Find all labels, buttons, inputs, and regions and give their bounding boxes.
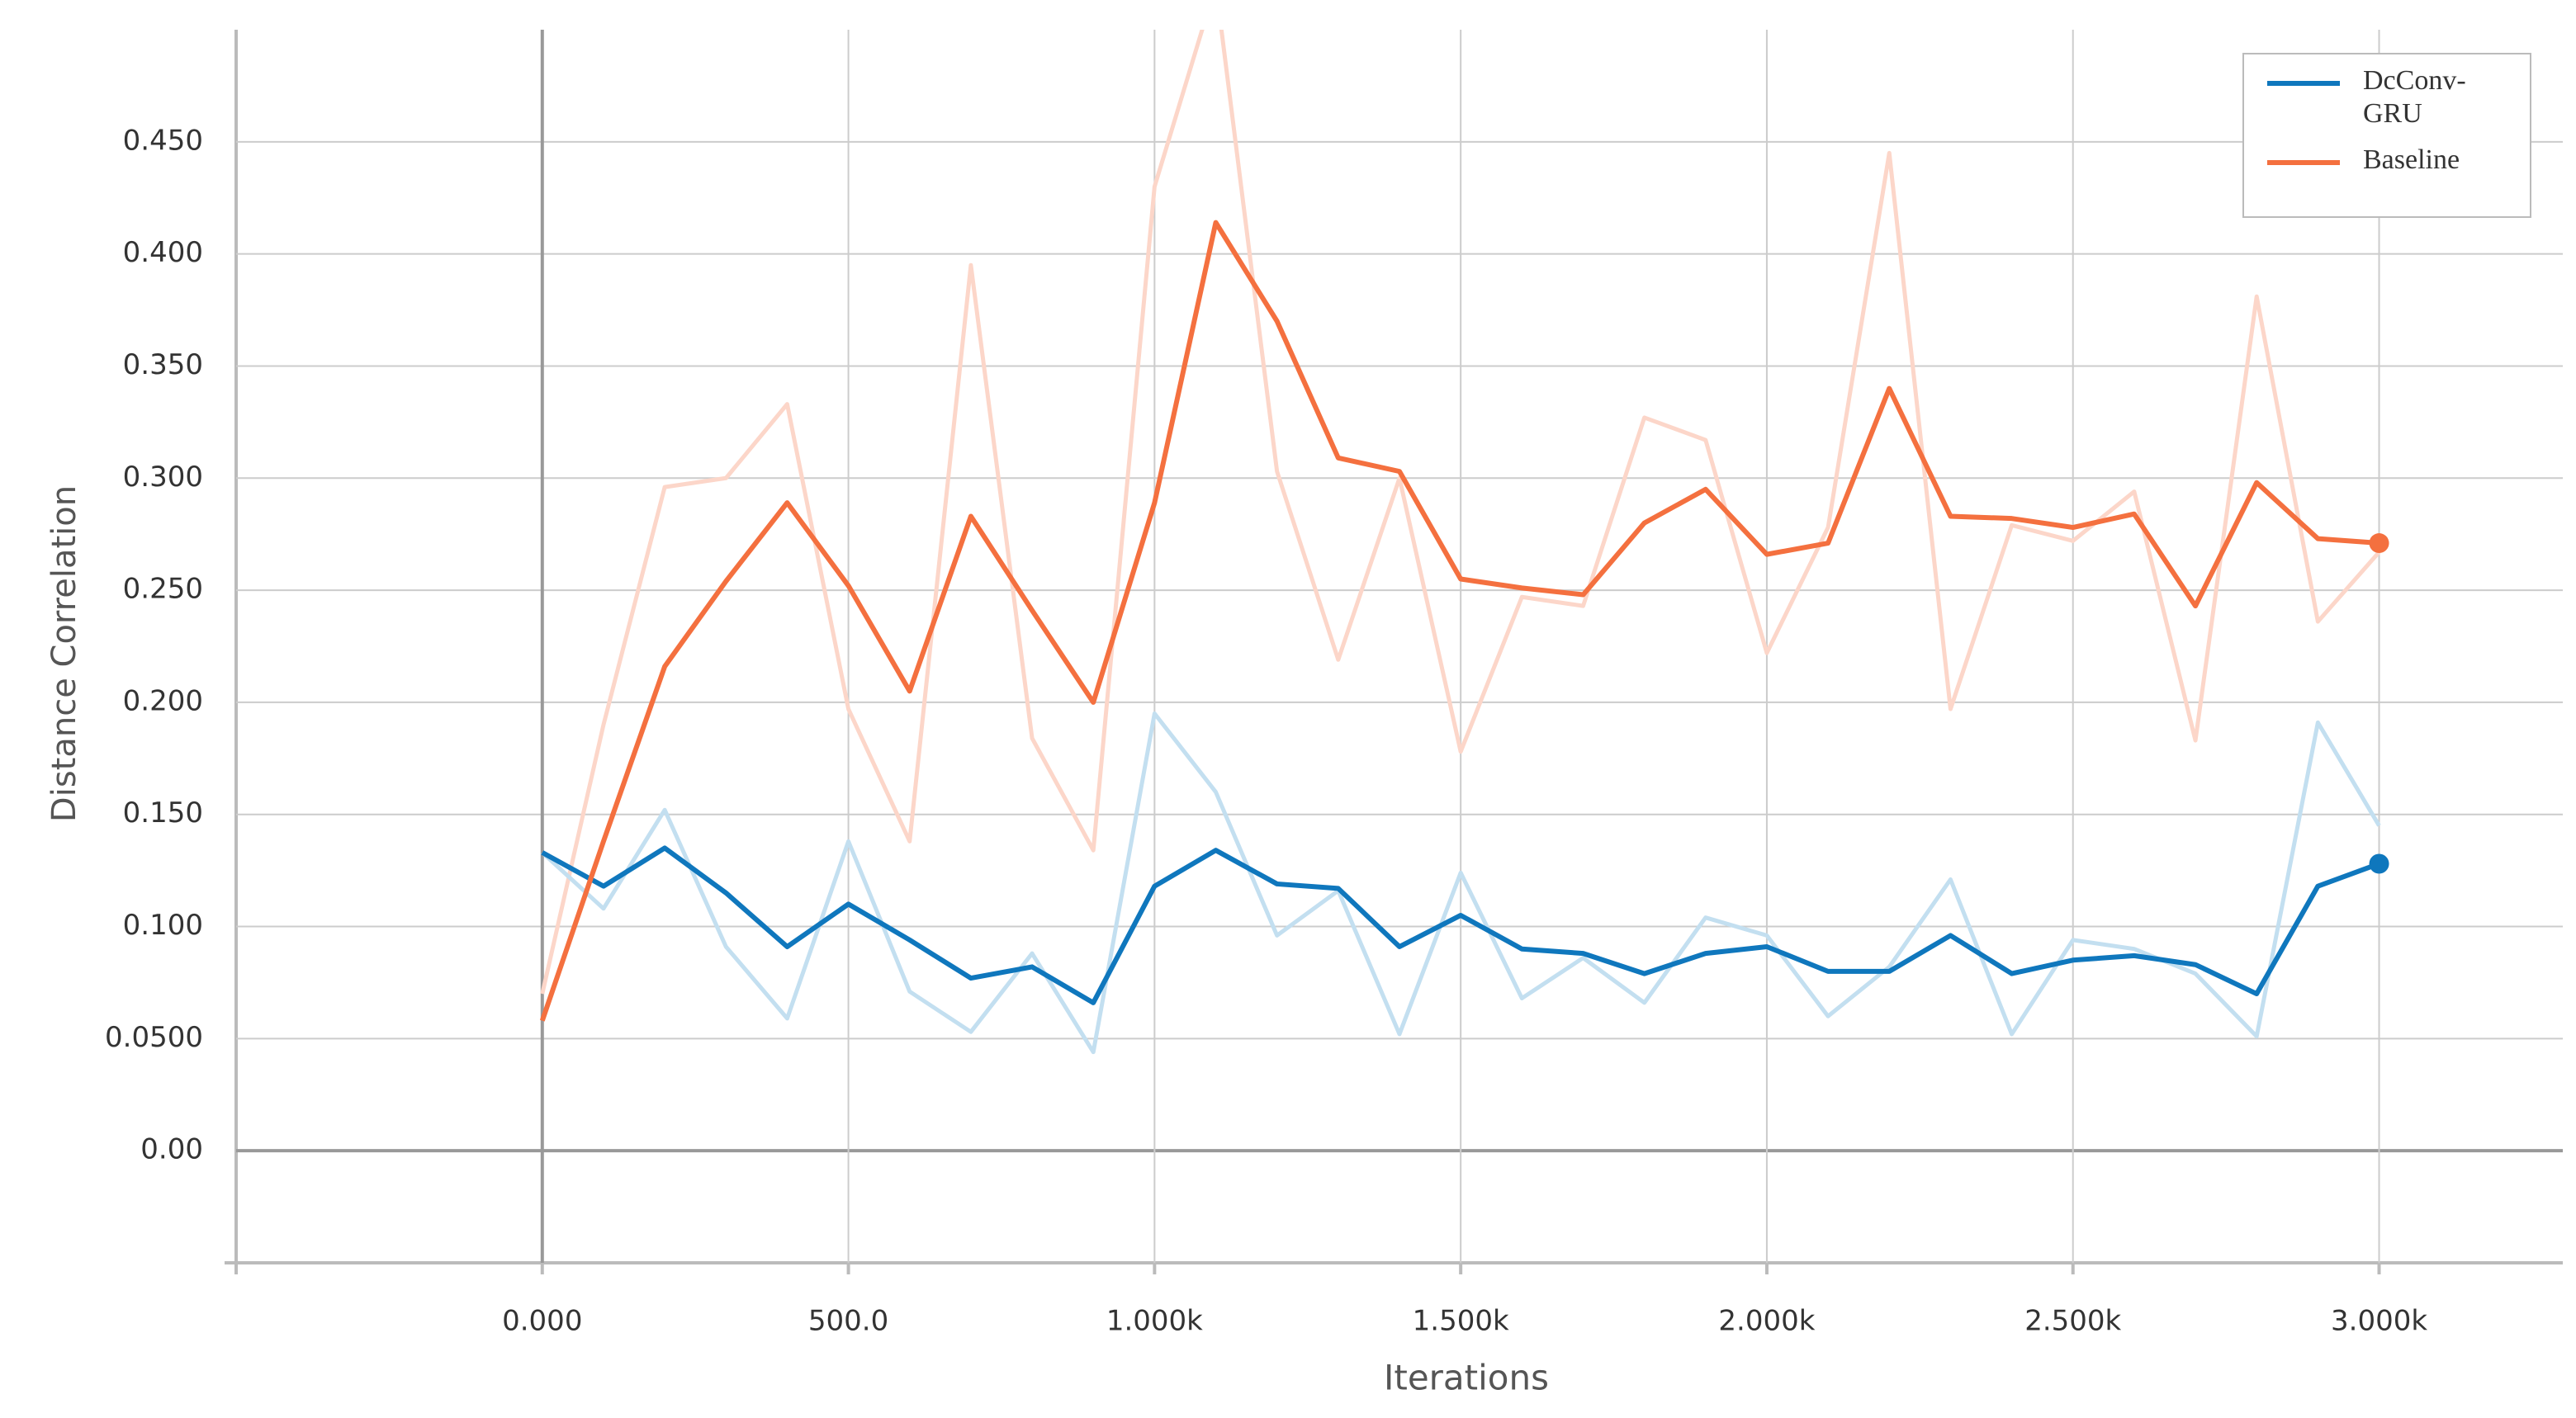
y-tick-label: 0.150 [123, 796, 203, 830]
y-tick-label: 0.300 [123, 461, 203, 494]
plot-area [539, 30, 2389, 1055]
x-tick-label: 3.000k [2331, 1305, 2427, 1338]
y-tick-label: 0.200 [123, 684, 203, 717]
x-axis-label: Iterations [1384, 1358, 1549, 1398]
legend-entry: Baseline [2254, 144, 2520, 177]
y-tick-label: 0.350 [123, 348, 203, 381]
legend-swatch [2267, 81, 2340, 86]
legend-entry: DcConv-GRU [2254, 64, 2520, 130]
end-marker [2369, 533, 2389, 554]
y-tick-label: 0.250 [123, 573, 203, 606]
y-tick-label: 0.00 [140, 1133, 203, 1166]
y-tick-label: 0.450 [123, 124, 203, 157]
x-tick-label: 0.000 [502, 1305, 582, 1338]
legend-swatch [2267, 160, 2340, 165]
end-marker [2369, 853, 2389, 874]
series-line [541, 845, 2380, 1005]
x-tick-label: 1.000k [1106, 1305, 1203, 1338]
x-tick-label: 2.500k [2024, 1305, 2121, 1338]
raw-series-line [540, 30, 2381, 995]
legend-label: DcConv-GRU [2363, 64, 2466, 129]
x-tick-label: 2.000k [1718, 1305, 1815, 1338]
x-tick-label: 500.0 [808, 1305, 888, 1338]
raw-series-line [541, 711, 2381, 1055]
legend-label: Baseline [2363, 144, 2460, 175]
y-tick-label: 0.0500 [105, 1021, 203, 1054]
y-axis-label: Distance Correlation [45, 485, 83, 822]
y-tick-label: 0.400 [123, 236, 203, 269]
series-line [539, 220, 2379, 1022]
x-tick-label: 1.500k [1413, 1305, 1509, 1338]
y-tick-label: 0.100 [123, 909, 203, 942]
legend: DcConv-GRU Baseline [2242, 53, 2531, 218]
